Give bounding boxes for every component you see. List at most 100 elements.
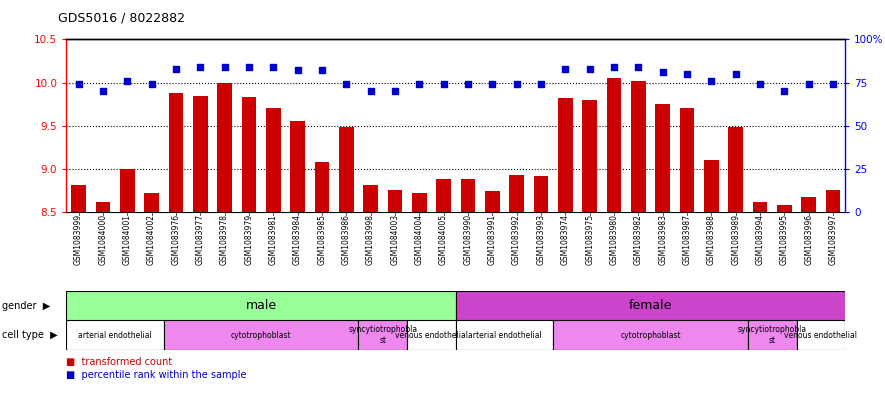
Bar: [66, 291, 456, 320]
Point: [485, 81, 499, 87]
Text: GSM1084005: GSM1084005: [439, 214, 448, 265]
Text: GSM1084002: GSM1084002: [147, 214, 156, 265]
Bar: [460, 179, 475, 212]
Text: GSM1083998: GSM1083998: [366, 214, 375, 265]
Bar: [290, 121, 304, 212]
Point: [242, 64, 256, 70]
Bar: [339, 127, 353, 212]
Text: GSM1084001: GSM1084001: [123, 214, 132, 265]
Bar: [553, 320, 748, 350]
Text: GSM1083994: GSM1083994: [756, 214, 765, 265]
Text: GSM1083991: GSM1083991: [488, 214, 496, 265]
Text: GSM1083975: GSM1083975: [585, 214, 594, 265]
Text: GSM1083988: GSM1083988: [707, 214, 716, 264]
Bar: [558, 98, 573, 212]
Text: GSM1083978: GSM1083978: [220, 214, 229, 265]
Bar: [704, 160, 719, 212]
Text: GSM1083997: GSM1083997: [828, 214, 837, 265]
Point: [193, 64, 207, 70]
Bar: [655, 104, 670, 212]
Text: ■  transformed count: ■ transformed count: [66, 356, 173, 367]
Bar: [509, 175, 524, 212]
Point: [412, 81, 427, 87]
Text: GSM1083990: GSM1083990: [464, 214, 473, 265]
Point: [144, 81, 158, 87]
Point: [169, 66, 183, 72]
Point: [120, 78, 135, 84]
Bar: [72, 185, 86, 212]
Point: [339, 81, 353, 87]
Point: [290, 67, 304, 73]
Bar: [631, 81, 646, 212]
Text: GSM1083999: GSM1083999: [74, 214, 83, 265]
Bar: [582, 100, 596, 212]
Point: [802, 81, 816, 87]
Text: venous endothelial: venous endothelial: [395, 331, 468, 340]
Point: [728, 71, 743, 77]
Point: [558, 66, 573, 72]
Text: female: female: [628, 299, 673, 312]
Bar: [802, 196, 816, 212]
Text: cell type  ▶: cell type ▶: [2, 330, 58, 340]
Bar: [485, 191, 499, 212]
Bar: [242, 97, 257, 212]
Bar: [119, 169, 135, 212]
Text: GSM1083981: GSM1083981: [269, 214, 278, 264]
Bar: [144, 193, 159, 212]
Bar: [748, 320, 796, 350]
Text: GSM1083985: GSM1083985: [318, 214, 327, 265]
Text: GSM1083974: GSM1083974: [561, 214, 570, 265]
Point: [826, 81, 840, 87]
Point: [436, 81, 450, 87]
Bar: [826, 190, 841, 212]
Bar: [412, 193, 427, 212]
Bar: [607, 78, 621, 212]
Text: GSM1083977: GSM1083977: [196, 214, 204, 265]
Bar: [168, 93, 183, 212]
Point: [582, 66, 596, 72]
Bar: [728, 127, 743, 212]
Text: GSM1083987: GSM1083987: [682, 214, 691, 265]
Bar: [315, 162, 329, 212]
Point: [534, 81, 548, 87]
Bar: [456, 320, 553, 350]
Text: GSM1083983: GSM1083983: [658, 214, 667, 265]
Text: GSM1083986: GSM1083986: [342, 214, 350, 265]
Text: GSM1083980: GSM1083980: [610, 214, 619, 265]
Text: GSM1083989: GSM1083989: [731, 214, 740, 265]
Bar: [218, 83, 232, 212]
Point: [218, 64, 232, 70]
Text: ■  percentile rank within the sample: ■ percentile rank within the sample: [66, 370, 247, 380]
Bar: [388, 190, 402, 212]
Bar: [266, 108, 281, 212]
Point: [388, 88, 402, 94]
Text: GSM1084004: GSM1084004: [415, 214, 424, 265]
Bar: [96, 202, 110, 212]
Point: [631, 64, 645, 70]
Point: [753, 81, 767, 87]
Text: cytotrophoblast: cytotrophoblast: [620, 331, 681, 340]
Text: GSM1084003: GSM1084003: [390, 214, 399, 265]
Text: GSM1083979: GSM1083979: [244, 214, 253, 265]
Text: GDS5016 / 8022882: GDS5016 / 8022882: [58, 12, 185, 25]
Bar: [456, 291, 845, 320]
Text: GSM1083976: GSM1083976: [172, 214, 181, 265]
Text: GSM1083993: GSM1083993: [536, 214, 545, 265]
Bar: [66, 320, 164, 350]
Bar: [193, 96, 207, 212]
Text: male: male: [245, 299, 277, 312]
Text: venous endothelial: venous endothelial: [784, 331, 858, 340]
Point: [364, 88, 378, 94]
Point: [777, 88, 791, 94]
Text: syncytiotrophobla
st: syncytiotrophobla st: [348, 325, 418, 345]
Point: [704, 78, 719, 84]
Point: [461, 81, 475, 87]
Bar: [164, 320, 358, 350]
Text: GSM1083992: GSM1083992: [512, 214, 521, 265]
Bar: [752, 202, 767, 212]
Text: gender  ▶: gender ▶: [2, 301, 50, 310]
Bar: [407, 320, 456, 350]
Point: [72, 81, 86, 87]
Bar: [777, 205, 792, 212]
Bar: [796, 320, 845, 350]
